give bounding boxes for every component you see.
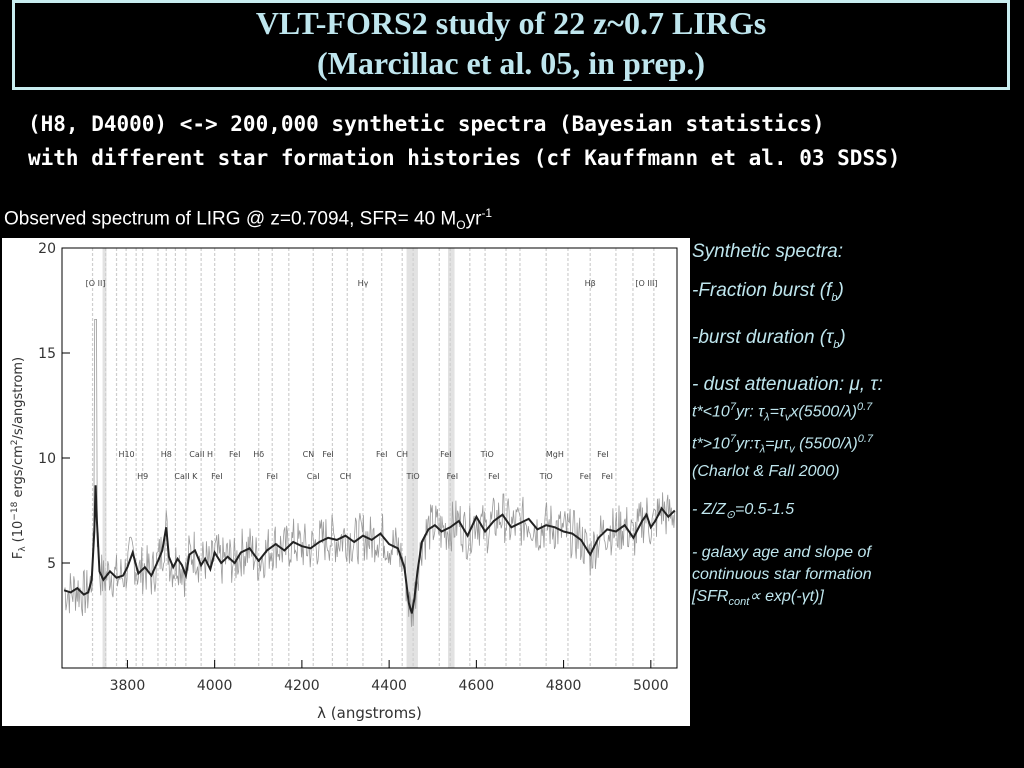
note-metallicity: - Z/Z⊙=0.5-1.5 bbox=[692, 500, 795, 521]
x-tick-label: 4000 bbox=[197, 678, 233, 694]
line-label: FeI bbox=[597, 450, 608, 459]
line-label: FeI bbox=[211, 472, 222, 481]
note-fraction-burst: -Fraction burst (fb) bbox=[692, 280, 844, 304]
note-burst-duration: -burst duration (τb) bbox=[692, 326, 846, 351]
plot-frame bbox=[61, 247, 678, 669]
caption-exp: -1 bbox=[481, 206, 493, 220]
spectrum-chart: [O II] Hγ Hβ [O III] H10 H8 CaII H FeI Hδ CN FeI Fe… bbox=[10, 241, 678, 722]
line-markers bbox=[91, 248, 655, 668]
line-label: CaII H bbox=[189, 450, 213, 459]
x-tick-label: 4800 bbox=[546, 678, 582, 694]
title-box: VLT-FORS2 study of 22 z~0.7 LIRGs (Marci… bbox=[12, 0, 1010, 90]
note-dust-old: t*>107yr:τλ=μτv (5500/λ)0.7 bbox=[692, 433, 874, 456]
note-continuous-sf: continuous star formation bbox=[692, 565, 872, 583]
line-label: Hβ bbox=[585, 279, 596, 288]
line-label: FeI bbox=[229, 450, 240, 459]
shaded-bands bbox=[102, 248, 455, 668]
observed-spectrum-line bbox=[63, 319, 676, 627]
shaded-band bbox=[102, 248, 107, 668]
caption-solar-sub: O bbox=[456, 218, 466, 233]
ylabel-rest3: /s/angstrom) bbox=[11, 357, 26, 440]
ylabel-sub: λ bbox=[18, 546, 28, 552]
line-label: FeI bbox=[267, 472, 278, 481]
ylabel-rest2: ergs/cm bbox=[11, 445, 26, 501]
line-label: FeI bbox=[322, 450, 333, 459]
x-tick-label: 4600 bbox=[459, 678, 495, 694]
synthetic-spectra-notes: Synthetic spectra: -Fraction burst (fb) … bbox=[692, 240, 1022, 613]
subtitle-line-2: with different star formation histories … bbox=[28, 146, 901, 170]
caption-text: Observed spectrum of LIRG @ z=0.7094, SF… bbox=[4, 208, 457, 230]
notes-heading: Synthetic spectra: bbox=[692, 241, 844, 262]
note-dust-attenuation: - dust attenuation: μ, τ: bbox=[692, 373, 883, 395]
y-axis-label: Fλ (10−18 ergs/cm2/s/angstrom) bbox=[10, 357, 28, 559]
spectrum-series bbox=[63, 319, 676, 627]
x-tick-label: 3800 bbox=[110, 678, 146, 694]
y-tick-label: 15 bbox=[38, 346, 56, 362]
line-label: CaI bbox=[307, 472, 320, 481]
shaded-band bbox=[448, 248, 455, 668]
ylabel-exp1: −18 bbox=[10, 501, 20, 520]
subtitle-line-1: (H8, D4000) <-> 200,000 synthetic spectr… bbox=[28, 112, 825, 136]
x-ticks: 3800 4000 4200 4400 4600 4800 5000 bbox=[110, 660, 669, 694]
slide-title: VLT-FORS2 study of 22 z~0.7 LIRGs bbox=[255, 5, 767, 41]
ylabel-rest: (10 bbox=[11, 521, 26, 543]
spectrum-plot-panel: [O II] Hγ Hβ [O III] H10 H8 CaII H FeI Hδ CN FeI Fe… bbox=[2, 238, 690, 726]
line-label: TiO bbox=[539, 472, 553, 481]
line-label: FeI bbox=[376, 450, 387, 459]
line-label: FeI bbox=[601, 472, 612, 481]
line-label: H8 bbox=[161, 450, 172, 459]
line-label: CH bbox=[340, 472, 352, 481]
line-label: FeI bbox=[440, 450, 451, 459]
spectrum-caption: Observed spectrum of LIRG @ z=0.7094, SF… bbox=[4, 206, 492, 232]
x-tick-label: 4200 bbox=[284, 678, 320, 694]
note-dust-reference: (Charlot & Fall 2000) bbox=[692, 462, 840, 480]
line-label: Hδ bbox=[253, 450, 264, 459]
note-sfr-law: [SFRcont∝ exp(-γt)] bbox=[692, 587, 824, 608]
line-label: [O II] bbox=[86, 279, 106, 288]
y-tick-label: 5 bbox=[47, 556, 56, 572]
note-galaxy-age: - galaxy age and slope of bbox=[692, 543, 871, 561]
ylabel-main: F bbox=[11, 552, 26, 559]
x-axis-label: λ (angstroms) bbox=[317, 704, 422, 722]
line-label: FeI bbox=[580, 472, 591, 481]
shaded-band bbox=[406, 248, 418, 668]
line-label: FeI bbox=[488, 472, 499, 481]
x-tick-label: 4400 bbox=[371, 678, 407, 694]
line-label: H9 bbox=[137, 472, 148, 481]
line-label: MgH bbox=[546, 450, 564, 459]
note-dust-young: t*<107yr: τλ=τvx(5500/λ)0.7 bbox=[692, 400, 873, 424]
line-label: CH bbox=[396, 450, 408, 459]
line-label: Hγ bbox=[358, 279, 369, 288]
line-label: H10 bbox=[118, 450, 134, 459]
line-label: [O III] bbox=[635, 279, 657, 288]
x-tick-label: 5000 bbox=[633, 678, 669, 694]
line-label: TiO bbox=[480, 450, 494, 459]
y-tick-label: 10 bbox=[38, 451, 56, 467]
y-tick-label: 20 bbox=[38, 241, 56, 257]
line-label: TiO bbox=[406, 472, 420, 481]
ylabel-exp2: 2 bbox=[10, 439, 20, 445]
slide-title-citation: (Marcillac et al. 05, in prep.) bbox=[316, 45, 706, 81]
y-ticks: 5 10 15 20 bbox=[38, 241, 70, 572]
line-labels: [O II] Hγ Hβ [O III] H10 H8 CaII H FeI Hδ CN FeI Fe… bbox=[86, 279, 658, 481]
line-label: CN bbox=[303, 450, 315, 459]
caption-yr: yr bbox=[465, 208, 482, 230]
smoothed-spectrum-line bbox=[63, 485, 676, 614]
line-label: FeI bbox=[447, 472, 458, 481]
line-label: CaII K bbox=[174, 472, 198, 481]
